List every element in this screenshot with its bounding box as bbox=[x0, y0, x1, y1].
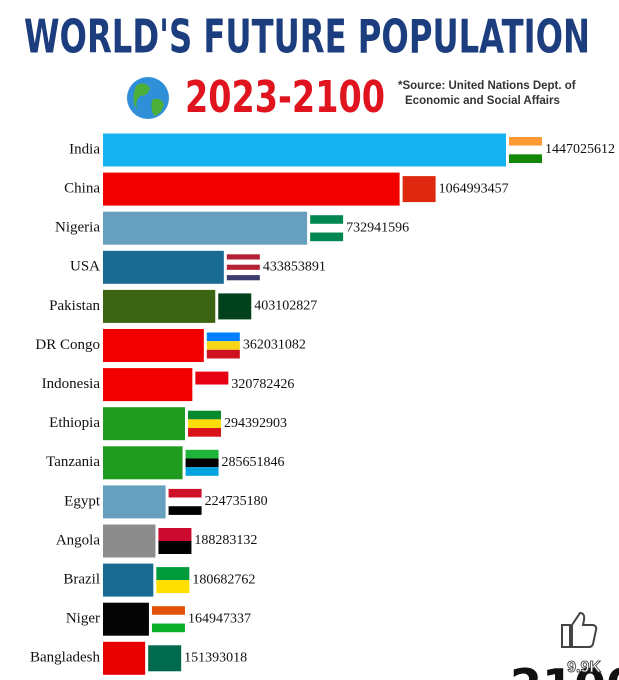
category-label: Bangladesh bbox=[30, 650, 100, 666]
bar bbox=[103, 446, 183, 480]
bar bbox=[103, 289, 216, 323]
year-label: 2100 bbox=[510, 659, 619, 680]
bar bbox=[103, 641, 146, 675]
value-label: 433853891 bbox=[263, 260, 326, 275]
flag bbox=[195, 371, 229, 398]
bar bbox=[103, 250, 224, 284]
category-label: Brazil bbox=[63, 572, 100, 588]
bar bbox=[103, 211, 308, 245]
category-label: Angola bbox=[56, 532, 101, 548]
category-label: Indonesia bbox=[42, 376, 101, 392]
like-icon[interactable] bbox=[561, 611, 598, 648]
flag bbox=[509, 137, 542, 163]
flag bbox=[402, 176, 436, 203]
value-label: 188283132 bbox=[194, 533, 257, 548]
flag bbox=[158, 528, 192, 554]
category-label: Pakistan bbox=[49, 298, 100, 314]
category-label: Niger bbox=[66, 611, 100, 627]
category-label: India bbox=[69, 141, 100, 157]
flag bbox=[187, 410, 221, 437]
flag bbox=[226, 254, 260, 281]
source-line: Economic and Social Affairs bbox=[405, 95, 560, 107]
flag bbox=[185, 449, 219, 476]
flag bbox=[148, 645, 182, 672]
bar bbox=[103, 133, 506, 167]
value-label: 285651846 bbox=[222, 455, 285, 470]
bar bbox=[103, 172, 400, 206]
flag bbox=[156, 567, 190, 594]
bar bbox=[103, 602, 149, 636]
category-label: DR Congo bbox=[35, 337, 100, 353]
bar bbox=[103, 563, 154, 597]
value-label: 164947337 bbox=[188, 611, 251, 626]
source-line: *Source: United Nations Dept. of bbox=[398, 80, 576, 92]
bar bbox=[103, 485, 166, 519]
value-label: 224735180 bbox=[205, 494, 268, 509]
flag bbox=[218, 293, 252, 320]
category-label: Nigeria bbox=[55, 220, 100, 236]
value-label: 320782426 bbox=[231, 377, 294, 392]
like-count: 9.9K bbox=[567, 659, 601, 676]
flag bbox=[206, 332, 240, 359]
value-label: 151393018 bbox=[184, 651, 247, 666]
bar bbox=[103, 368, 193, 402]
chart-subtitle: 2023-2100 bbox=[185, 72, 385, 123]
bar bbox=[103, 407, 185, 441]
value-label: 294392903 bbox=[224, 416, 287, 431]
category-label: Tanzania bbox=[46, 454, 100, 470]
flag bbox=[151, 606, 185, 633]
bar bbox=[103, 524, 156, 558]
value-label: 732941596 bbox=[346, 220, 409, 235]
category-label: Ethiopia bbox=[49, 415, 100, 431]
value-label: 403102827 bbox=[254, 299, 317, 314]
category-label: Egypt bbox=[64, 493, 101, 509]
category-label: USA bbox=[70, 259, 100, 275]
flag bbox=[168, 488, 202, 515]
bar bbox=[103, 329, 204, 362]
flag bbox=[310, 215, 344, 242]
value-label: 180682762 bbox=[192, 572, 255, 587]
value-label: 1064993457 bbox=[439, 181, 509, 196]
value-label: 362031082 bbox=[243, 338, 306, 353]
value-label: 1447025612 bbox=[545, 142, 615, 157]
chart-title: WORLD'S FUTURE POPULATION bbox=[24, 10, 590, 64]
globe-icon bbox=[127, 77, 169, 119]
category-label: China bbox=[64, 181, 100, 197]
